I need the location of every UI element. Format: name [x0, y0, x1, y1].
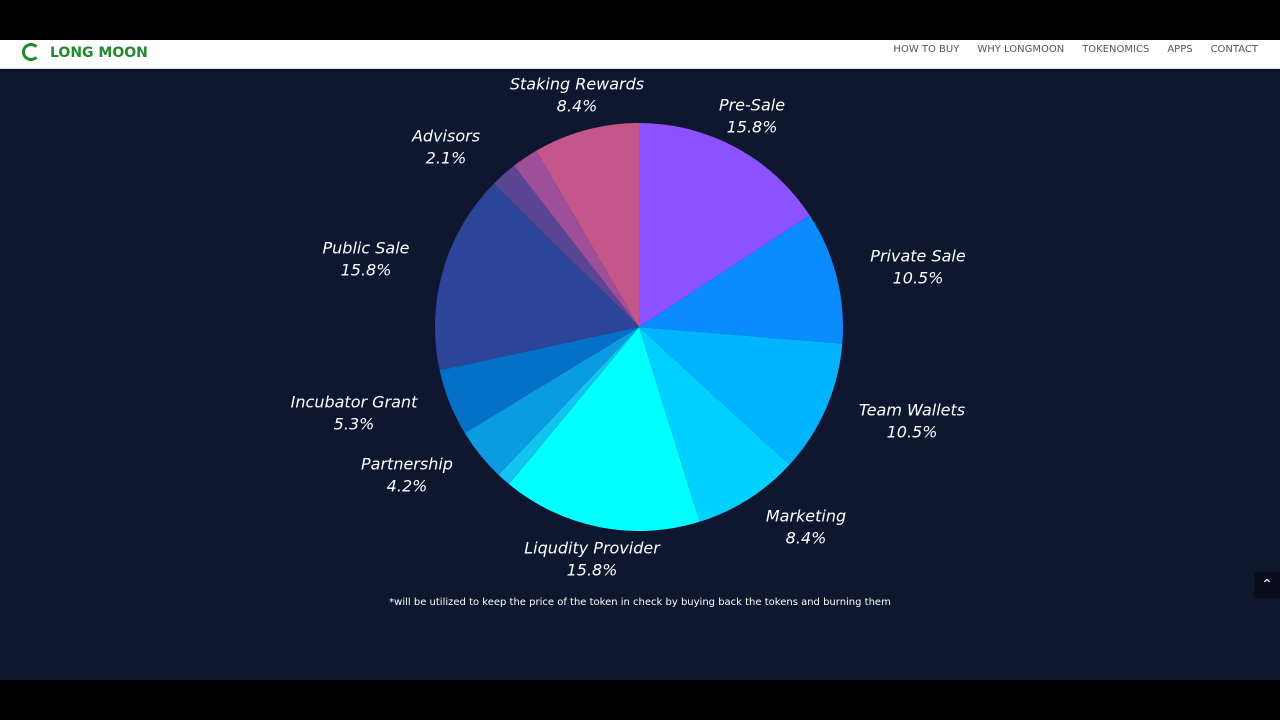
pie-slice — [513, 150, 639, 327]
pie-slice — [639, 215, 843, 344]
menu: HOW TO BUY WHY LONGMOON TOKENOMICS APPS … — [893, 40, 1258, 60]
slice-value: 8.4% — [786, 529, 827, 548]
slice-value: 10.5% — [887, 423, 938, 442]
slice-label: Marketing — [766, 507, 846, 526]
slice-label: Private Sale — [870, 247, 966, 266]
slice-value: 15.8% — [341, 261, 392, 280]
slice-label: Staking Rewards — [510, 75, 644, 94]
pie-slice — [493, 165, 639, 327]
chart: Pre-Sale 15.8% Private Sale 10.5% Team Walle… — [291, 75, 966, 580]
pie-slice — [639, 327, 790, 522]
menu-item[interactable]: TOKENOMICS — [1082, 44, 1150, 55]
pie-slice — [439, 327, 639, 434]
pie-slice — [508, 327, 700, 531]
slice-label: Advisors — [411, 127, 480, 146]
slice-value: 15.8% — [567, 561, 618, 580]
slice-value: 4.2% — [387, 477, 428, 496]
back-to-top[interactable]: ⌃ — [1254, 572, 1280, 598]
pie-slice — [639, 123, 810, 327]
slice-label: Incubator Grant — [291, 393, 418, 412]
pie-slice — [639, 327, 843, 465]
slice-label: Public Sale — [323, 239, 410, 258]
menu-item[interactable]: CONTACT — [1210, 44, 1258, 55]
logo[interactable]: LONG MOON — [22, 42, 148, 64]
menu-item[interactable]: HOW TO BUY — [893, 44, 960, 55]
slice-label: Pre-Sale — [719, 96, 785, 115]
page: LONG MOON HOW TO BUY WHY LONGMOON TOKENO… — [0, 40, 1280, 680]
footnote: *will be utilized to keep the price of t… — [389, 597, 891, 608]
slice-value: 10.5% — [893, 269, 944, 288]
slice-value: 15.8% — [727, 118, 778, 137]
slice-label: Team Wallets — [859, 401, 965, 420]
slice-label: Liqudity Provider — [524, 539, 661, 558]
menu-item[interactable]: WHY LONGMOON — [977, 44, 1065, 55]
pie-slice — [464, 327, 639, 475]
pie-slice — [434, 183, 639, 371]
slice-value: 2.1% — [426, 149, 467, 168]
nav-bar: LONG MOON HOW TO BUY WHY LONGMOON TOKENO… — [0, 40, 1280, 69]
slice-value: 8.4% — [557, 97, 598, 116]
slice-value: 5.3% — [334, 415, 375, 434]
pie-slice — [498, 327, 639, 485]
pie-slice — [536, 123, 639, 327]
slice-label: Partnership — [361, 455, 453, 474]
menu-item[interactable]: APPS — [1167, 44, 1193, 55]
